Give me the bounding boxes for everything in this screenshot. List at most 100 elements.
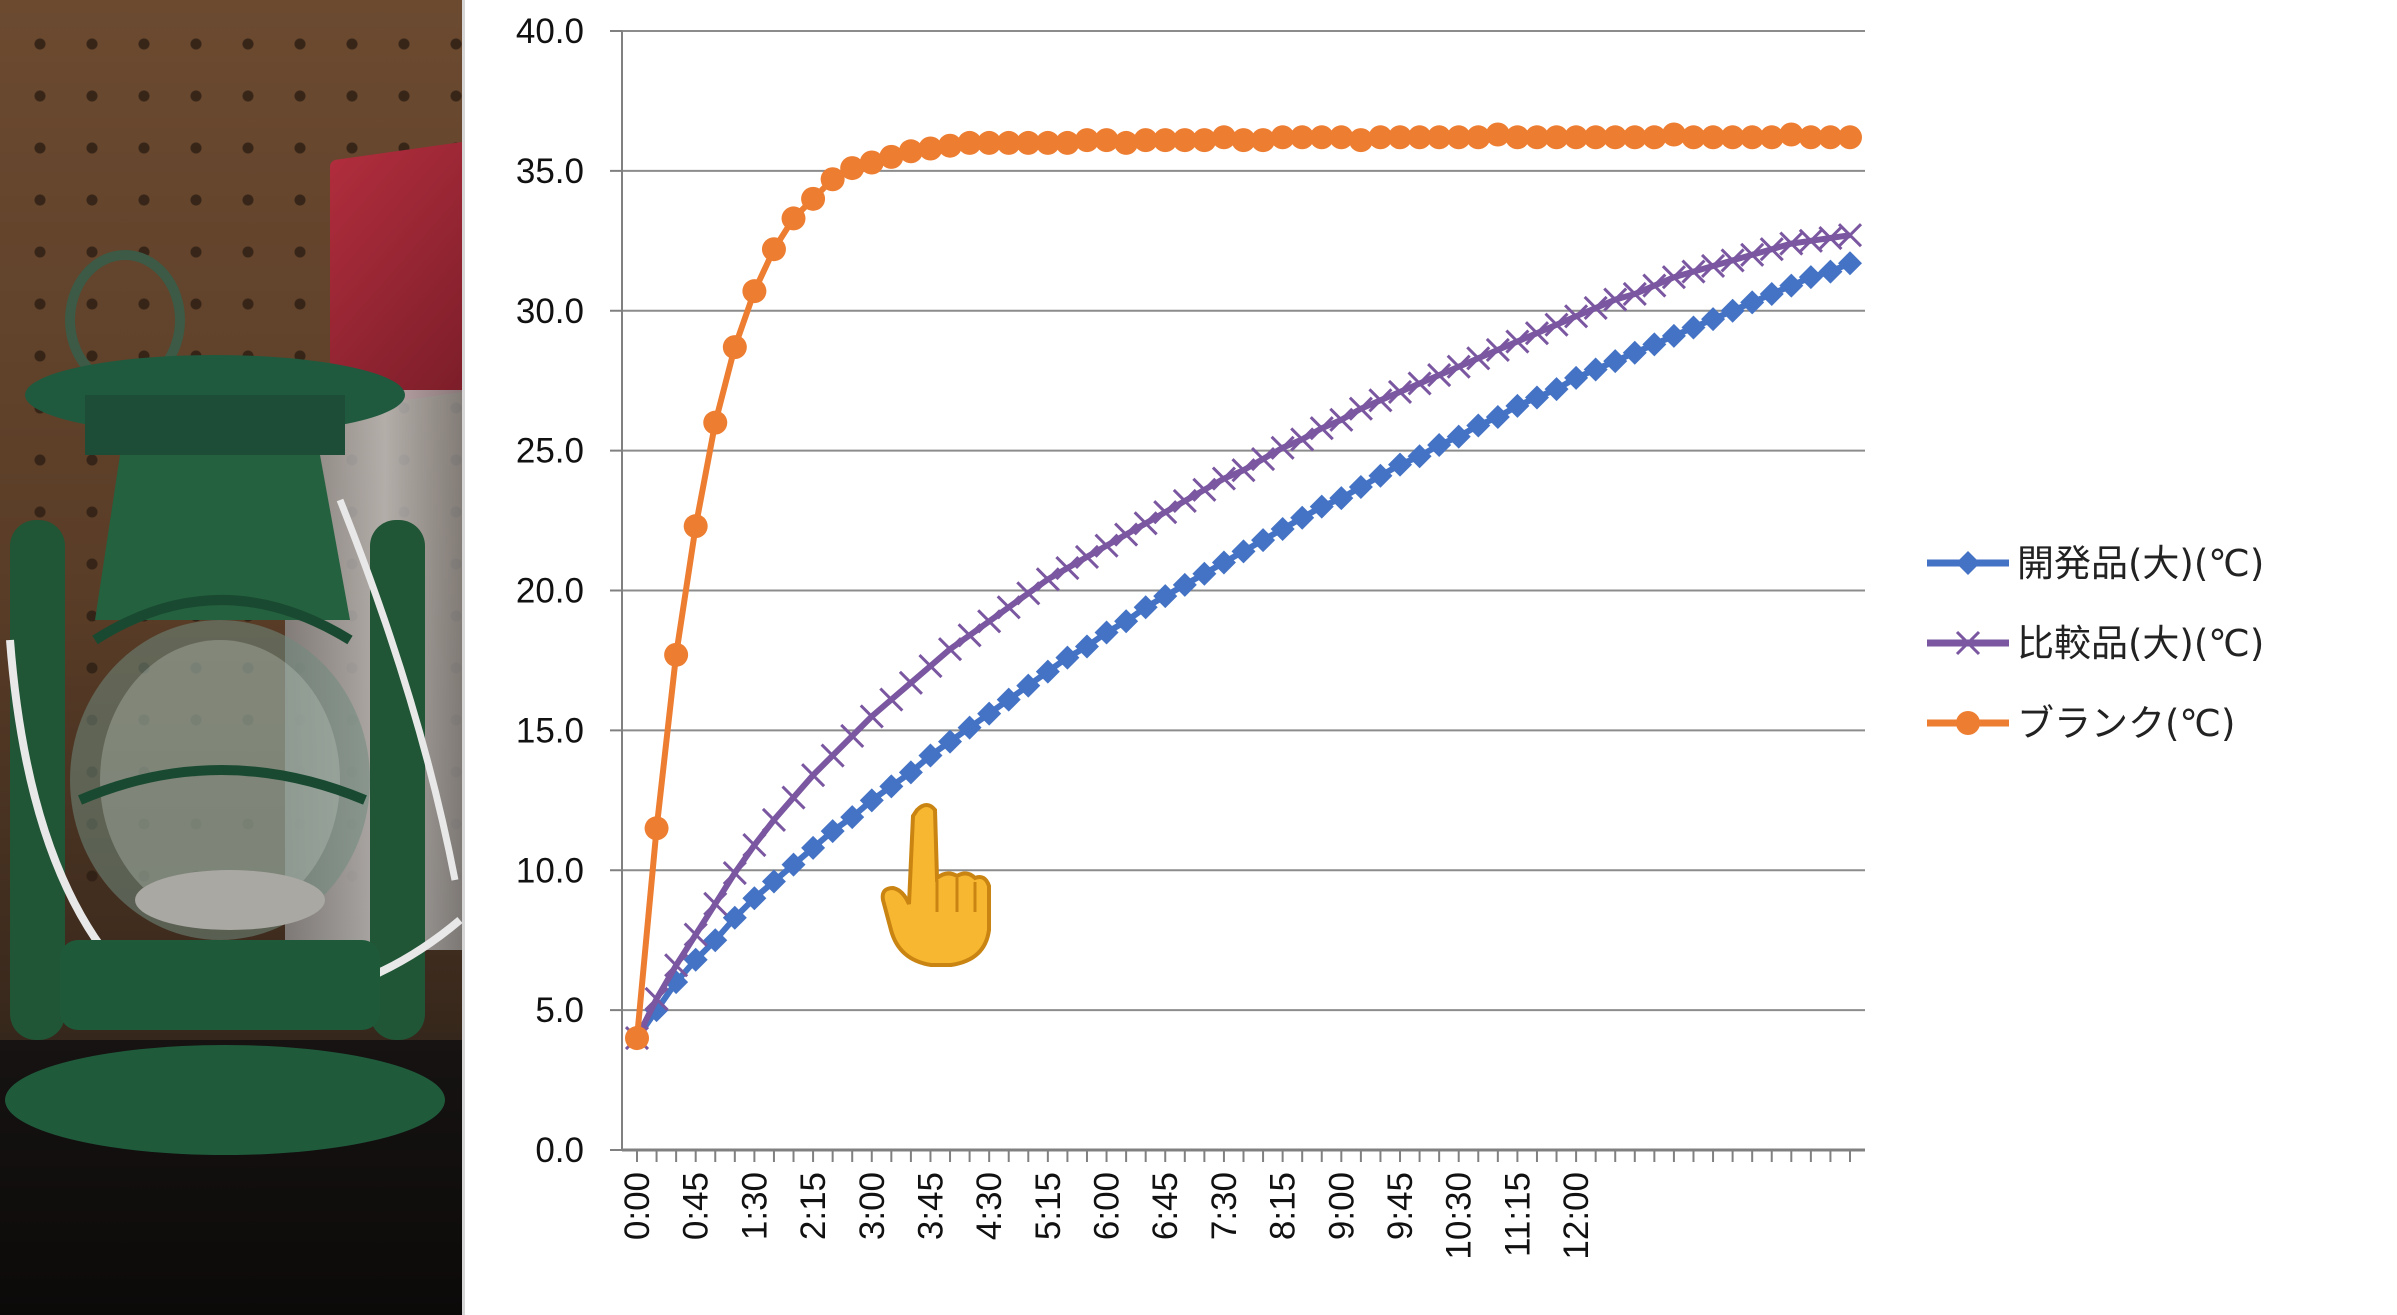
data-point <box>801 835 826 860</box>
data-point <box>1368 463 1393 488</box>
data-point <box>879 774 904 799</box>
y-tick-label: 35.0 <box>516 152 584 191</box>
data-point <box>1329 407 1354 432</box>
data-point <box>977 701 1002 726</box>
data-point <box>1603 287 1628 312</box>
data-point <box>1740 290 1765 315</box>
y-tick-label: 20.0 <box>516 572 584 611</box>
y-tick-label: 25.0 <box>516 432 584 471</box>
data-point <box>1368 388 1393 413</box>
data-point <box>1074 544 1100 569</box>
y-tick-label: 5.0 <box>535 991 584 1030</box>
data-point <box>1956 551 1980 575</box>
x-tick-label: 1:30 <box>735 1172 774 1240</box>
data-point <box>703 410 728 435</box>
data-point <box>1290 427 1315 452</box>
legend-label: 開発品(大)(℃) <box>2017 542 2264 585</box>
data-point <box>879 144 904 169</box>
data-point <box>1583 125 1608 150</box>
x-tick-label: 11:15 <box>1498 1172 1537 1257</box>
data-point <box>1759 237 1784 262</box>
data-point <box>683 947 708 972</box>
data-point <box>1016 673 1041 698</box>
data-point <box>1231 458 1256 483</box>
data-point <box>1211 550 1236 575</box>
x-tick-label: 4:30 <box>970 1172 1009 1240</box>
data-point <box>1133 595 1158 620</box>
data-point <box>1114 609 1139 634</box>
x-tick-label: 6:00 <box>1088 1172 1127 1240</box>
data-point <box>1387 379 1413 404</box>
data-point <box>722 905 747 930</box>
y-tick-label: 0.0 <box>535 1131 584 1170</box>
data-point <box>1564 125 1589 150</box>
data-point <box>1388 125 1413 150</box>
data-point <box>1407 125 1432 150</box>
data-point <box>1114 130 1139 155</box>
data-point <box>1172 488 1197 514</box>
data-point <box>781 852 806 877</box>
data-point <box>1720 125 1745 150</box>
data-point <box>1564 365 1589 390</box>
data-point <box>1074 634 1099 659</box>
data-point <box>1583 357 1608 382</box>
data-point <box>1779 231 1804 256</box>
data-point <box>1603 125 1628 150</box>
data-point <box>1055 130 1080 155</box>
data-point <box>937 637 963 662</box>
data-point <box>683 514 708 539</box>
data-point <box>1172 128 1197 153</box>
pointing-hand-icon <box>880 803 991 967</box>
data-point <box>1094 533 1119 558</box>
data-point <box>722 335 747 360</box>
data-point <box>1368 125 1393 150</box>
data-point <box>1466 413 1491 438</box>
data-point <box>1720 248 1745 273</box>
legend-item: ブランク(℃) <box>1927 702 2235 745</box>
data-point <box>1622 281 1647 307</box>
x-tick-label: 12:00 <box>1557 1172 1596 1260</box>
data-point <box>1681 259 1706 284</box>
data-point <box>742 279 767 304</box>
series-3 <box>625 122 1862 1051</box>
y-tick-label: 15.0 <box>516 711 584 750</box>
data-point <box>1094 128 1119 153</box>
data-point <box>1505 125 1530 150</box>
data-point <box>703 928 728 953</box>
x-tick-label: 10:30 <box>1440 1172 1479 1260</box>
data-point <box>1505 329 1530 354</box>
data-point <box>1251 128 1276 153</box>
x-tick-label: 0:45 <box>677 1172 716 1240</box>
data-point <box>1231 539 1256 564</box>
data-point <box>1055 556 1080 581</box>
data-point <box>1251 446 1276 472</box>
data-point <box>977 609 1002 634</box>
data-point <box>742 833 767 858</box>
data-point <box>1427 363 1452 388</box>
data-point <box>1544 377 1569 402</box>
data-point <box>801 763 826 788</box>
data-point <box>761 237 786 262</box>
legend-label: ブランク(℃) <box>2017 702 2235 745</box>
data-point <box>1388 452 1413 477</box>
series-1 <box>625 251 1862 1051</box>
data-point <box>840 156 865 181</box>
data-point <box>1524 385 1549 410</box>
legend-item: 開発品(大)(℃) <box>1927 542 2264 585</box>
data-point <box>1035 659 1060 684</box>
data-point <box>1740 242 1765 267</box>
data-point <box>1153 128 1178 153</box>
data-point <box>1348 396 1373 421</box>
data-point <box>820 819 845 844</box>
data-point <box>1309 416 1334 441</box>
data-point <box>1114 522 1139 547</box>
data-point <box>1661 265 1686 290</box>
data-point <box>957 715 982 740</box>
data-point <box>664 953 689 978</box>
data-point <box>1407 444 1432 469</box>
data-point <box>1133 511 1158 536</box>
data-point <box>957 623 982 648</box>
lantern-illustration <box>5 250 462 1155</box>
data-point <box>722 860 747 886</box>
data-point <box>1270 125 1295 150</box>
